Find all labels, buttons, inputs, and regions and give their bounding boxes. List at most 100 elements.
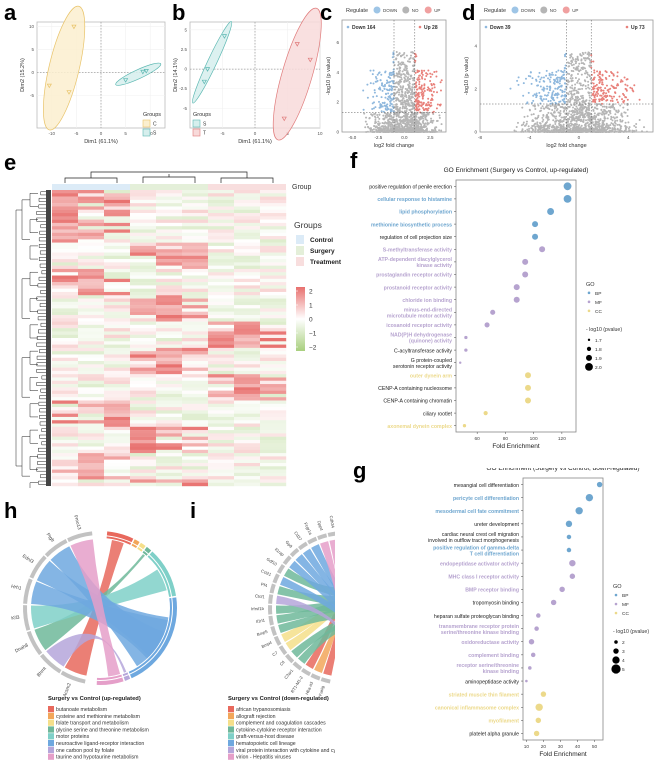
term-label: involved in outflow tract morphogenesis xyxy=(428,538,519,544)
heatmap-cell xyxy=(52,295,79,299)
point-down xyxy=(380,73,383,76)
point-no xyxy=(627,127,630,130)
size-legend-dot xyxy=(586,354,592,361)
point-no xyxy=(567,80,570,83)
point-no xyxy=(397,115,400,118)
term-label: minus-end-directed xyxy=(404,308,452,314)
point-no xyxy=(609,110,612,113)
point-no xyxy=(372,130,375,133)
heatmap-cell xyxy=(130,397,157,401)
point-no xyxy=(588,96,591,99)
point-no xyxy=(566,92,569,95)
point-no xyxy=(408,94,411,97)
dendrogram-branch xyxy=(29,377,38,391)
point-down xyxy=(548,74,551,77)
point-no xyxy=(544,129,547,132)
dendrogram-branch xyxy=(29,219,38,234)
point-no xyxy=(593,112,596,115)
heatmap-cell xyxy=(260,351,287,355)
heatmap-cell xyxy=(130,413,157,418)
heatmap-cell xyxy=(208,219,235,224)
point-no xyxy=(385,113,388,116)
point-down xyxy=(373,89,376,92)
chord-legend-swatch xyxy=(228,746,234,753)
point-down xyxy=(527,74,530,77)
term-label: kinase binding xyxy=(483,669,519,675)
heatmap-cell xyxy=(208,426,235,431)
up-count-dot xyxy=(625,25,629,29)
point-up xyxy=(601,73,604,76)
color-scale-label: 0 xyxy=(309,317,313,324)
heatmap-cell xyxy=(130,347,157,352)
heatmap-cell xyxy=(182,410,209,414)
go-legend-label-bp: BP xyxy=(622,593,628,599)
point-no xyxy=(364,120,367,123)
y-tick-label: 4 xyxy=(336,70,339,75)
heatmap-cell xyxy=(156,262,183,266)
point-no xyxy=(373,113,376,116)
point-no xyxy=(412,127,415,130)
point-no xyxy=(569,56,572,59)
heatmap-cell xyxy=(52,387,79,391)
point-up xyxy=(598,76,601,79)
down-count-label: Down 39 xyxy=(490,25,511,31)
point-up xyxy=(629,86,632,89)
point-no xyxy=(403,69,406,72)
point-up xyxy=(418,83,421,86)
heatmap-cell xyxy=(104,255,131,260)
point-no xyxy=(409,129,412,132)
point-no xyxy=(531,129,534,132)
gene-label: Pf4 xyxy=(260,582,268,589)
heatmap-cell xyxy=(78,430,105,434)
point-no xyxy=(389,112,392,115)
chord-legend-title: Surgery vs Control (up-regulated) xyxy=(48,696,141,702)
heatmap-cell xyxy=(52,367,79,372)
point-no xyxy=(532,113,535,116)
legend-label-UP: UP xyxy=(572,8,578,13)
point-no xyxy=(411,101,414,104)
heatmap-cell xyxy=(52,318,79,322)
point-no xyxy=(546,118,549,121)
point-no xyxy=(403,56,406,59)
point-no xyxy=(568,72,571,75)
heatmap-cell xyxy=(208,439,235,444)
gene-sector xyxy=(60,670,86,684)
go-legend-label-mf: MF xyxy=(622,602,629,608)
point-no xyxy=(595,103,598,106)
heatmap-cell xyxy=(104,370,131,375)
heatmap-cell xyxy=(78,311,105,316)
point-no xyxy=(410,54,413,57)
heatmap-cell xyxy=(78,298,105,303)
point-up xyxy=(592,82,595,85)
point-no xyxy=(401,107,404,110)
point-no xyxy=(611,128,614,131)
heatmap-cell xyxy=(182,364,209,368)
heatmap-cell xyxy=(130,229,157,233)
color-scale-label: 1 xyxy=(309,303,313,310)
point-no xyxy=(425,118,428,121)
point-up xyxy=(415,104,418,107)
point-no xyxy=(391,121,394,124)
point-no xyxy=(575,119,578,122)
heatmap-cell xyxy=(130,351,157,355)
heatmap-cell xyxy=(260,462,287,467)
heatmap-cell xyxy=(260,357,287,362)
heatmap-cell xyxy=(156,222,183,227)
point-no xyxy=(572,130,575,133)
heatmap-cell xyxy=(130,328,157,332)
heatmap-cell xyxy=(182,318,209,322)
point-no xyxy=(541,116,544,119)
point-no xyxy=(576,107,579,110)
gene-label: Fasig xyxy=(318,685,326,697)
point-down xyxy=(545,74,548,77)
data-point-C xyxy=(66,90,72,95)
point-no xyxy=(587,92,590,95)
point-down xyxy=(391,73,394,76)
heatmap-cell xyxy=(234,278,261,283)
heatmap-cell xyxy=(260,219,287,224)
heatmap-cell xyxy=(234,466,261,470)
point-no xyxy=(645,130,648,133)
gene-sector xyxy=(268,615,274,626)
heatmap-cell xyxy=(156,370,183,375)
point-no xyxy=(577,115,580,118)
